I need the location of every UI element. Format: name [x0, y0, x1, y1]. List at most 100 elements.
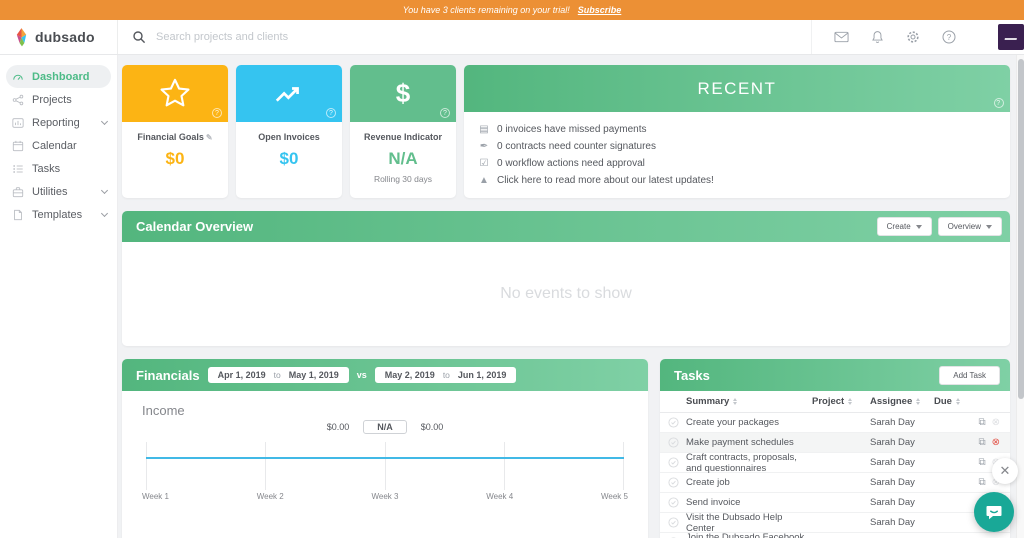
pen-nib-icon: ✒: [479, 141, 489, 152]
sidebar-item-label: Projects: [32, 93, 72, 106]
delete-task-icon[interactable]: ⊗: [991, 477, 1000, 488]
dubsado-logo[interactable]: dubsado: [0, 20, 118, 54]
main-content: ? Financial Goals ✎ $0 ? Open Invoices $0: [118, 55, 1024, 538]
duplicate-task-icon[interactable]: ⧉: [978, 457, 986, 468]
range-end-date[interactable]: Jun 1, 2019: [457, 370, 507, 380]
sidebar-item-tasks[interactable]: Tasks: [0, 157, 117, 180]
edit-pencil-icon[interactable]: ✎: [205, 133, 213, 142]
delete-task-icon[interactable]: ⊗: [991, 417, 1000, 428]
task-row[interactable]: Send invoice Sarah Day ⧉⊗: [660, 493, 1010, 513]
help-badge-icon[interactable]: ?: [440, 108, 450, 118]
column-due[interactable]: Due: [934, 396, 964, 407]
range-to-label: to: [442, 370, 450, 380]
calendar-overview-title: Calendar Overview: [136, 219, 254, 234]
revenue-indicator-card[interactable]: $ ? Revenue Indicator N/A Rolling 30 day…: [350, 65, 456, 198]
duplicate-task-icon[interactable]: ⧉: [978, 437, 986, 448]
user-avatar[interactable]: [998, 24, 1024, 50]
column-summary[interactable]: Summary: [686, 396, 812, 407]
subscribe-link[interactable]: Subscribe: [577, 5, 622, 15]
task-summary[interactable]: Craft contracts, proposals, and question…: [686, 451, 797, 474]
previous-total: $0.00: [420, 422, 444, 432]
delete-task-icon[interactable]: ⊗: [991, 437, 1000, 448]
tasks-table-header: Summary Project Assignee Due: [660, 391, 1010, 413]
avatar-mark: [1004, 34, 1018, 40]
duplicate-task-icon[interactable]: ⧉: [978, 477, 986, 488]
task-row[interactable]: Join the Dubsado Facebook Community Sara…: [660, 531, 1010, 538]
task-row[interactable]: Create job Sarah Day ⧉ ⊗: [660, 473, 1010, 493]
range-start-date[interactable]: May 2, 2019: [384, 370, 435, 380]
settings-gear-icon[interactable]: [906, 30, 920, 44]
complete-task-icon[interactable]: [667, 437, 679, 448]
global-search[interactable]: [118, 20, 811, 54]
calendar-overview-button[interactable]: Overview: [937, 217, 1002, 236]
sidebar-item-reporting[interactable]: Reporting: [0, 111, 117, 134]
duplicate-task-icon[interactable]: ⧉: [978, 417, 986, 428]
column-project[interactable]: Project: [812, 396, 870, 407]
recent-item-latest-updates[interactable]: ▲ Click here to read more about our late…: [478, 172, 996, 189]
sidebar-item-label: Tasks: [32, 162, 61, 175]
task-summary[interactable]: Visit the Dubsado Help Center: [686, 511, 783, 534]
sidebar-item-utilities[interactable]: Utilities: [0, 180, 117, 203]
task-summary[interactable]: Create job: [686, 477, 730, 488]
task-summary[interactable]: Make payment schedules: [686, 437, 794, 448]
task-summary[interactable]: Send invoice: [686, 497, 741, 508]
task-row[interactable]: Craft contracts, proposals, and question…: [660, 451, 1010, 474]
open-invoices-card[interactable]: ? Open Invoices $0: [236, 65, 342, 198]
calendar-create-button[interactable]: Create: [876, 217, 932, 236]
complete-task-icon[interactable]: [667, 417, 679, 428]
task-assignee: Sarah Day: [870, 517, 915, 528]
range-start-date[interactable]: Apr 1, 2019: [217, 370, 266, 380]
task-summary[interactable]: Join the Dubsado Facebook Community: [686, 531, 805, 538]
sort-icon: [955, 397, 960, 405]
sort-icon: [733, 397, 738, 405]
page-scrollbar[interactable]: [1016, 55, 1024, 538]
range-end-date[interactable]: May 1, 2019: [288, 370, 339, 380]
trial-message: You have 3 clients remaining on your tri…: [402, 5, 570, 15]
column-assignee[interactable]: Assignee: [870, 396, 934, 407]
sidebar-item-projects[interactable]: Projects: [0, 88, 117, 111]
date-range-primary[interactable]: Apr 1, 2019 to May 1, 2019: [207, 367, 349, 383]
sidebar-item-label: Dashboard: [32, 70, 90, 83]
projects-icon: [12, 94, 24, 105]
financial-goals-card[interactable]: ? Financial Goals ✎ $0: [122, 65, 228, 198]
complete-task-icon[interactable]: [667, 477, 679, 488]
task-row[interactable]: Make payment schedules Sarah Day ⧉ ⊗: [660, 433, 1010, 453]
recent-item-workflow-approval[interactable]: ☑ 0 workflow actions need approval: [478, 155, 996, 172]
complete-task-icon[interactable]: [667, 517, 679, 528]
sidebar-nav: Dashboard Projects Reporting Calendar Ta…: [0, 55, 118, 538]
caret-down-icon: [986, 224, 992, 229]
date-range-comparison[interactable]: May 2, 2019 to Jun 1, 2019: [374, 367, 517, 383]
task-row[interactable]: Visit the Dubsado Help Center Sarah Day …: [660, 511, 1010, 534]
chevron-down-icon: [100, 186, 109, 194]
sidebar-item-calendar[interactable]: Calendar: [0, 134, 117, 157]
invoice-icon: ▤: [479, 124, 489, 135]
sidebar-item-dashboard[interactable]: Dashboard: [6, 65, 111, 88]
dismiss-widget-button[interactable]: ✕: [992, 458, 1018, 484]
complete-task-icon[interactable]: [667, 457, 679, 468]
comparison-value: N/A: [363, 420, 407, 434]
task-summary[interactable]: Create your packages: [686, 417, 779, 428]
recent-item-counter-signatures[interactable]: ✒ 0 contracts need counter signatures: [478, 138, 996, 155]
help-badge-icon[interactable]: ?: [994, 98, 1004, 108]
chat-launcher-button[interactable]: [974, 492, 1014, 532]
scrollbar-thumb[interactable]: [1018, 59, 1024, 399]
mail-icon[interactable]: [834, 31, 849, 43]
recent-item-missed-payments[interactable]: ▤ 0 invoices have missed payments: [478, 121, 996, 138]
notifications-bell-icon[interactable]: [871, 30, 884, 44]
task-row[interactable]: Create your packages Sarah Day ⧉ ⊗: [660, 413, 1010, 433]
income-series-line: [146, 457, 624, 459]
header-icon-group: ?: [811, 20, 974, 54]
add-task-button[interactable]: Add Task: [939, 365, 1000, 385]
help-badge-icon[interactable]: ?: [326, 108, 336, 118]
sidebar-item-templates[interactable]: Templates: [0, 203, 117, 226]
search-input[interactable]: [156, 31, 556, 43]
revenue-indicator-subtitle: Rolling 30 days: [373, 174, 433, 185]
recent-item-label: 0 invoices have missed payments: [497, 124, 647, 135]
complete-task-icon[interactable]: [667, 497, 679, 508]
help-icon[interactable]: ?: [942, 30, 956, 44]
income-chart-legend: $0.00 N/A $0.00: [142, 420, 628, 434]
task-assignee: Sarah Day: [870, 457, 915, 468]
create-button-label: Create: [886, 222, 911, 231]
recent-item-label: Click here to read more about our latest…: [497, 175, 714, 186]
help-badge-icon[interactable]: ?: [212, 108, 222, 118]
